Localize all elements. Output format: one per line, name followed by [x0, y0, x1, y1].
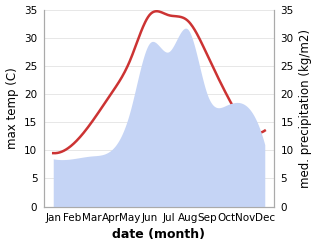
X-axis label: date (month): date (month)	[113, 228, 205, 242]
Y-axis label: max temp (C): max temp (C)	[5, 67, 18, 149]
Y-axis label: med. precipitation (kg/m2): med. precipitation (kg/m2)	[300, 29, 313, 188]
